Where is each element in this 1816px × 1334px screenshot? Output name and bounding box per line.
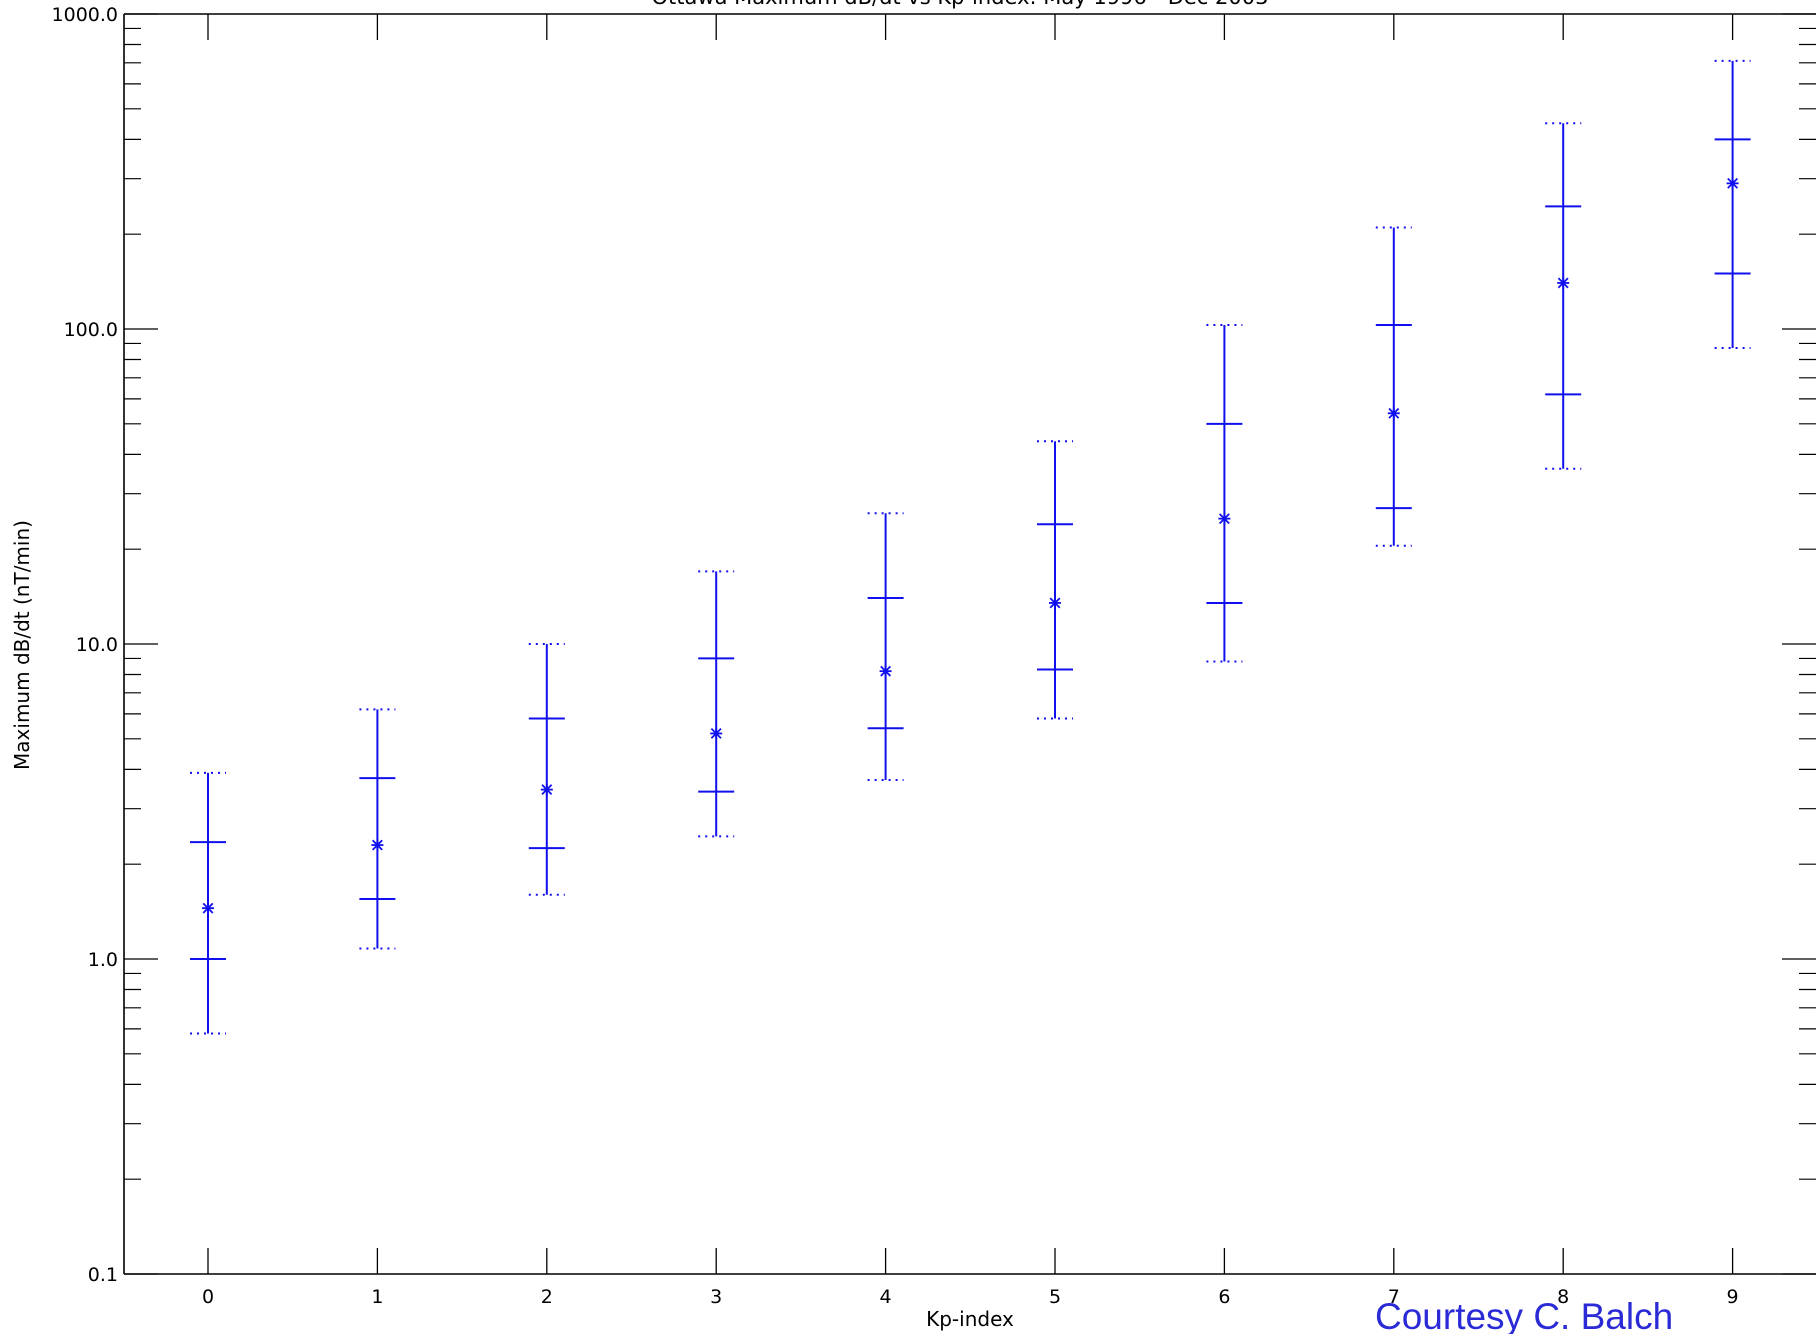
median-marker [1218,512,1231,525]
y-tick-label: 0.1 [88,1264,118,1286]
credit-label: Courtesy C. Balch [1375,1296,1673,1334]
y-tick-label: 100.0 [64,319,118,341]
axis-ticks: 0 1 2 3 4 5 6 7 8 9 0.1 1.0 10.0 100.0 1000.0 [52,4,1816,1308]
median-marker [1726,177,1739,190]
x-tick-label: 4 [880,1286,892,1308]
error-bar-group [1545,122,1582,470]
error-bar-group [698,570,735,838]
x-axis-label: Kp-index [926,1307,1014,1331]
median-marker-stroke [880,665,892,677]
x-tick-label: 6 [1218,1286,1230,1308]
x-tick-label: 1 [371,1286,383,1308]
x-tick-label: 2 [541,1286,553,1308]
y-tick-label: 10.0 [76,634,118,656]
median-marker [710,727,723,740]
median-marker-stroke [202,902,214,914]
error-bar-group [867,512,904,782]
x-tick-label: 9 [1727,1286,1739,1308]
median-marker-stroke [1727,177,1739,189]
error-bar-group [1206,323,1243,663]
error-bar-group [1037,440,1073,720]
x-tick-label: 5 [1049,1286,1061,1308]
median-marker-stroke [1049,597,1061,609]
median-marker-stroke [1557,277,1569,289]
median-marker-stroke [1218,513,1230,525]
median-marker-stroke [710,728,722,739]
median-marker [371,839,384,852]
median-marker [1557,276,1570,289]
error-bar-group [359,708,396,950]
median-marker [540,783,553,796]
median-marker-stroke [541,784,553,796]
data-marks [190,59,1751,1035]
median-marker [879,665,892,678]
error-bar-group [1375,226,1412,547]
error-bar-group [1714,59,1751,350]
median-marker [202,902,214,915]
x-tick-label: 3 [710,1286,722,1308]
median-marker [1387,407,1400,420]
chart-title: Ottawa Maximum dB/dt vs Kp-index: May 19… [652,0,1269,9]
x-tick-label: 7 [1388,1286,1400,1308]
x-tick-label: 0 [202,1286,214,1308]
median-marker-stroke [371,839,383,851]
error-bar-group [190,771,226,1035]
y-tick-label: 1.0 [88,949,118,971]
error-bar-group [528,643,565,896]
y-axis-label: Maximum dB/dt (nT/min) [10,520,34,770]
y-tick-label: 1000.0 [52,4,118,26]
median-marker [1049,596,1061,609]
median-marker-stroke [1388,407,1400,419]
x-tick-label: 8 [1557,1286,1569,1308]
